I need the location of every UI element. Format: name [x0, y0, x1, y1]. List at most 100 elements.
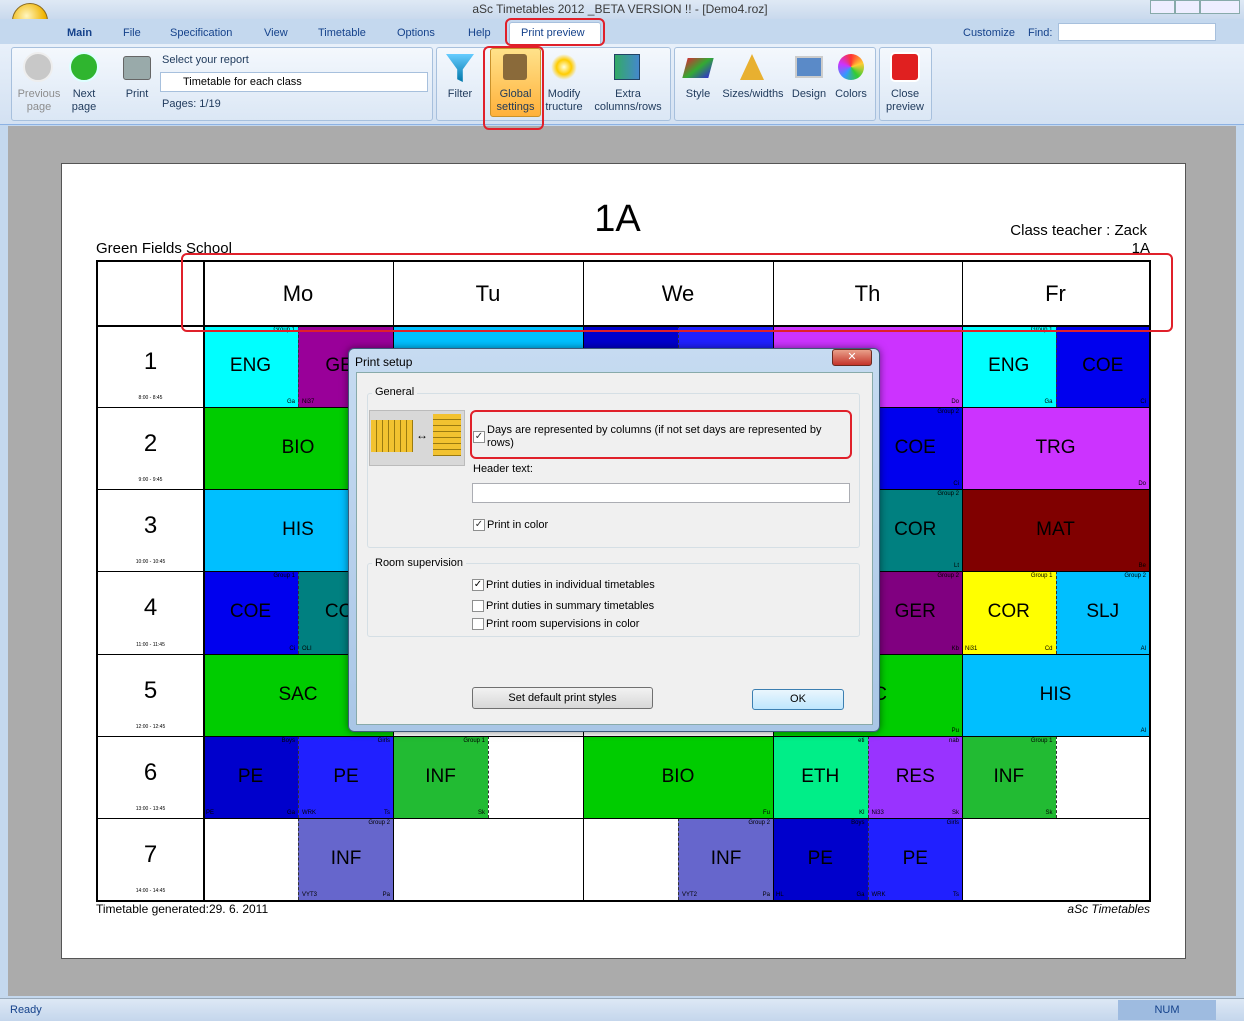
lesson-teacher: Pa [382, 891, 390, 898]
extra-columns-button[interactable]: Extra columns/rows [594, 88, 662, 113]
lesson-group: Group 2 [1124, 573, 1146, 580]
lesson-cell: COE Group 2 Ci [867, 407, 962, 490]
supervision-checkbox[interactable]: ✓ [472, 579, 484, 591]
lesson-subject: ENG [988, 355, 1030, 376]
menu-tab[interactable]: Main [67, 27, 93, 39]
lesson-teacher: Ga [286, 399, 295, 406]
day-header: Fr [1045, 281, 1066, 306]
lesson-teacher: Kl [859, 809, 865, 816]
lesson-teacher: Ci [289, 645, 295, 652]
room-supervision-label: Room supervision [372, 557, 467, 569]
lesson-teacher: Fu [762, 809, 770, 816]
menu-tab[interactable]: Help [468, 27, 491, 39]
close-preview-icon [890, 52, 920, 82]
lesson-subject: PE [902, 847, 928, 869]
global-settings-button[interactable]: Global settings [496, 88, 535, 113]
grid-line [203, 262, 205, 900]
footer-brand: aSc Timetables [1067, 902, 1150, 916]
header-text-input[interactable] [472, 483, 850, 503]
lesson-subject: PE [333, 765, 359, 787]
lesson-group: Group 2 [748, 819, 770, 826]
lesson-cell: PE Girls WRK Ts [298, 735, 393, 818]
footer-generated: Timetable generated:29. 6. 2011 [96, 902, 269, 916]
lesson-cell: INF Group 2 VYT3 Pa [298, 817, 393, 900]
class-name: 1A [1131, 240, 1150, 257]
lesson-cell [962, 817, 1149, 900]
default-styles-button[interactable]: Set default print styles [472, 687, 653, 709]
report-dropdown[interactable] [160, 72, 428, 92]
maximize-button[interactable] [1175, 0, 1200, 14]
modify-structure-button[interactable]: Modify tructure [545, 88, 583, 113]
close-window-button[interactable] [1200, 0, 1240, 14]
header-text-label: Header text: [473, 463, 533, 475]
lesson-room: VYT2 [682, 891, 698, 898]
lesson-subject: COE [894, 437, 936, 459]
lesson-subject: INF [330, 847, 362, 869]
menu-tab[interactable]: Timetable [318, 27, 366, 39]
colors-button[interactable]: Colors [835, 88, 867, 100]
customize-menu[interactable]: Customize [963, 27, 1015, 39]
title-bar [0, 0, 1244, 19]
print-button[interactable]: Print [125, 88, 149, 100]
menu-bar [0, 19, 1244, 45]
style-icon [682, 58, 714, 78]
period-time: 11:00 - 11:45 [136, 641, 165, 648]
lesson-teacher: Al [1140, 645, 1146, 652]
lesson-group: Group 1 [463, 737, 485, 744]
lesson-subject: COE [1082, 355, 1124, 376]
lesson-room: WRK [302, 809, 316, 816]
find-input[interactable] [1058, 23, 1216, 41]
menu-tab[interactable]: File [123, 27, 141, 39]
filter-button[interactable]: Filter [447, 88, 473, 100]
supervision-checkbox[interactable] [472, 600, 484, 612]
style-button[interactable]: Style [685, 88, 711, 100]
next-icon [69, 52, 99, 82]
menu-tab[interactable]: View [264, 27, 288, 39]
menu-tab[interactable]: Options [397, 27, 435, 39]
print-color-checkbox[interactable]: ✓ [473, 519, 485, 531]
next-page-button[interactable]: Next page [71, 88, 97, 113]
lesson-teacher: Ts [384, 809, 390, 816]
lesson-group: Group 1 [1030, 737, 1053, 744]
grid-line [98, 735, 1149, 737]
supervision-checkbox[interactable] [472, 618, 484, 630]
lesson-room: HL [776, 891, 784, 898]
general-group [367, 393, 860, 548]
layout-rows-icon [371, 420, 413, 452]
num-indicator: NUM [1118, 1000, 1216, 1020]
lesson-teacher: Kb [951, 645, 959, 652]
lesson-cell: INF Group 1 Sk [393, 735, 488, 818]
supervision-label: Print duties in summary timetables [486, 600, 655, 612]
design-icon [795, 56, 823, 78]
active-tab [509, 22, 601, 46]
lesson-room: Ni33 [871, 809, 884, 816]
previous-page-button[interactable]: Previous page [17, 88, 61, 113]
dialog-title: Print setup [355, 355, 413, 369]
minimize-button[interactable] [1150, 0, 1175, 14]
lesson-group: Group 2 [937, 409, 959, 416]
general-label: General [372, 386, 418, 398]
lesson-group: Group 1 [1030, 573, 1053, 580]
menu-tab[interactable]: Specification [170, 27, 233, 39]
print-color-label: Print in color [487, 519, 549, 531]
lesson-subject: BIO [661, 765, 695, 787]
grid-line [962, 262, 963, 900]
dialog-close-button[interactable]: ✕ [832, 349, 872, 366]
ok-button[interactable]: OK [752, 689, 844, 710]
lesson-room: PE [206, 809, 215, 816]
lesson-room: Ni37 [302, 399, 315, 406]
lesson-teacher: Do [1138, 481, 1146, 488]
lesson-subject: PE [807, 847, 833, 869]
window-title: aSc Timetables 2012 _BETA VERSION !! - [… [472, 2, 768, 16]
days-columns-checkbox[interactable]: ✓ [473, 431, 485, 443]
select-report-label: Select your report [162, 54, 249, 66]
sizes-button[interactable]: Sizes/widths [722, 88, 784, 100]
day-header: Tu [475, 281, 501, 306]
design-button[interactable]: Design [791, 88, 827, 100]
lesson-teacher: Sk [951, 809, 959, 816]
lesson-teacher: Ts [953, 891, 959, 898]
menu-tab[interactable]: Print preview [521, 27, 585, 39]
close-preview-button[interactable]: Close preview [886, 88, 924, 113]
lesson-subject: COR [987, 601, 1030, 623]
